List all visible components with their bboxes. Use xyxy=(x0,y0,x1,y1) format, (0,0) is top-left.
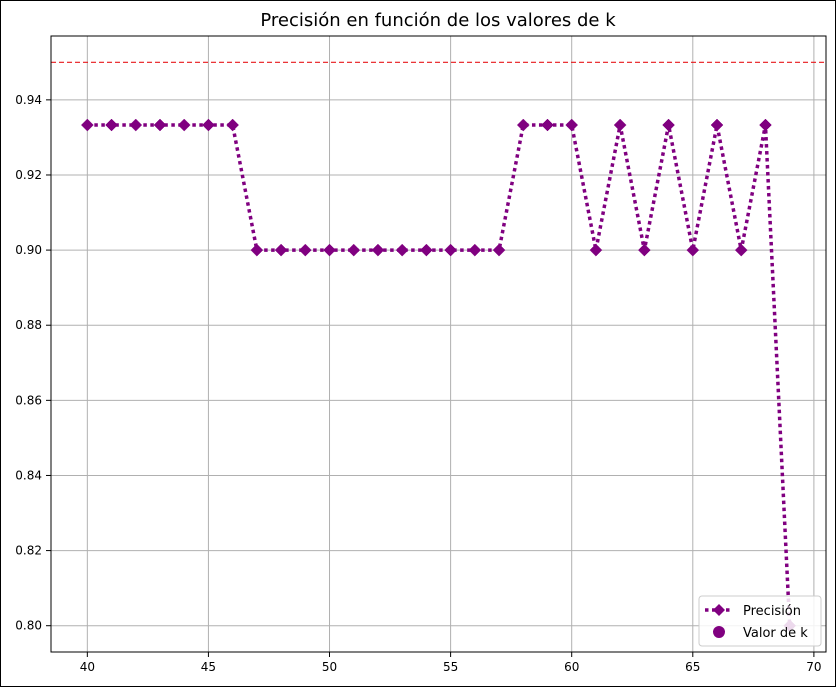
data-point-marker xyxy=(80,118,94,132)
data-point-marker xyxy=(129,118,143,132)
legend-circle-icon xyxy=(713,626,725,638)
y-tick-label: 0.92 xyxy=(15,168,42,182)
y-tick-label: 0.82 xyxy=(15,544,42,558)
axis-ticks: 40 45 50 55 60 65 70 0.80 0.82 0.84 0.86 0.88 0.90 0.… xyxy=(15,93,821,674)
x-tick-label: 65 xyxy=(685,660,700,674)
x-tick-label: 60 xyxy=(564,660,579,674)
x-tick-label: 40 xyxy=(80,660,95,674)
data-point-marker xyxy=(250,243,264,257)
data-point-marker xyxy=(686,243,700,257)
data-point-marker xyxy=(226,118,239,132)
legend-label-valor-de-k: Valor de k xyxy=(743,626,808,641)
data-point-marker xyxy=(274,243,288,257)
data-point-marker xyxy=(468,243,482,257)
x-tick-label: 50 xyxy=(322,660,337,674)
grid xyxy=(51,36,826,652)
data-point-marker xyxy=(589,243,603,257)
y-tick-label: 0.84 xyxy=(15,468,42,482)
y-tick-label: 0.94 xyxy=(15,93,42,107)
chart-title: Precisión en función de los valores de k xyxy=(260,10,616,31)
data-point-marker xyxy=(323,243,336,257)
legend-diamond-icon xyxy=(713,604,725,616)
series-marker-layer xyxy=(80,118,797,633)
data-point-marker xyxy=(177,118,191,132)
legend: Precisión Valor de k xyxy=(698,595,822,647)
y-tick-label: 0.88 xyxy=(15,318,42,332)
data-point-marker xyxy=(565,118,579,132)
data-point-marker xyxy=(710,118,724,132)
data-point-marker xyxy=(420,243,433,257)
y-tick-label: 0.90 xyxy=(15,243,42,257)
x-tick-label: 55 xyxy=(443,660,458,674)
data-point-marker xyxy=(613,118,627,132)
y-tick-label: 0.86 xyxy=(15,393,42,407)
data-point-marker xyxy=(444,243,457,257)
y-tick-label: 0.80 xyxy=(15,619,42,633)
data-point-marker xyxy=(734,243,748,257)
plot-area xyxy=(50,35,827,653)
data-point-marker xyxy=(298,243,312,257)
data-point-marker xyxy=(492,243,506,257)
data-point-marker xyxy=(105,118,118,132)
data-point-marker xyxy=(153,118,167,132)
data-point-marker xyxy=(347,243,361,257)
data-point-marker xyxy=(759,118,772,132)
data-point-marker xyxy=(516,118,530,132)
x-tick-label: 45 xyxy=(201,660,216,674)
data-point-marker xyxy=(202,118,215,132)
data-point-marker xyxy=(395,243,409,257)
x-tick-label: 70 xyxy=(806,660,821,674)
data-point-marker xyxy=(541,118,554,132)
data-point-marker xyxy=(638,243,651,257)
data-point-marker xyxy=(371,243,385,257)
legend-label-precision: Precisión xyxy=(743,604,801,619)
data-point-marker xyxy=(662,118,675,132)
